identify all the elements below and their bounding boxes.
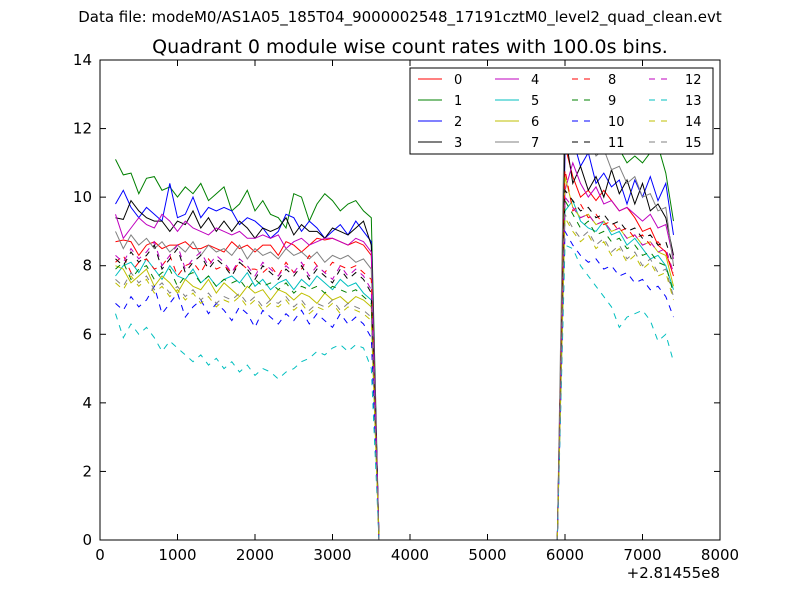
x-tick-label: 1000 bbox=[158, 546, 196, 564]
legend-label-6: 6 bbox=[531, 115, 539, 130]
x-tick-label: 5000 bbox=[468, 546, 506, 564]
y-tick-label: 4 bbox=[82, 394, 92, 412]
y-tick-label: 14 bbox=[73, 51, 92, 69]
y-tick-label: 8 bbox=[82, 257, 92, 275]
series-line-4 bbox=[115, 161, 674, 541]
series-line-3 bbox=[115, 131, 674, 541]
series-line-13 bbox=[115, 244, 674, 541]
legend-label-11: 11 bbox=[608, 136, 625, 151]
axis-ticks: 0 1000 2000 3000 4000 5000 6000 7000 80000246810… bbox=[73, 51, 739, 564]
series-line-0 bbox=[115, 145, 674, 541]
series-line-2 bbox=[115, 137, 674, 541]
legend-label-10: 10 bbox=[608, 115, 625, 130]
series-line-5 bbox=[115, 199, 674, 541]
legend-label-15: 15 bbox=[685, 136, 702, 151]
series-line-10 bbox=[115, 229, 674, 541]
legend-label-8: 8 bbox=[608, 73, 616, 88]
legend-label-12: 12 bbox=[685, 73, 702, 88]
x-tick-label: 3000 bbox=[313, 546, 351, 564]
legend-label-5: 5 bbox=[531, 94, 539, 109]
x-tick-label: 2000 bbox=[236, 546, 274, 564]
series-line-15 bbox=[115, 212, 674, 541]
legend-label-1: 1 bbox=[454, 94, 462, 109]
y-tick-label: 6 bbox=[82, 325, 92, 343]
x-tick-label: 7000 bbox=[623, 546, 661, 564]
x-tick-label: 6000 bbox=[546, 546, 584, 564]
x-tick-label: 8000 bbox=[701, 546, 739, 564]
chart-title: Quadrant 0 module wise count rates with … bbox=[152, 36, 668, 58]
y-tick-label: 12 bbox=[73, 120, 92, 138]
legend-label-14: 14 bbox=[685, 115, 702, 130]
legend-label-9: 9 bbox=[608, 94, 616, 109]
series-line-11 bbox=[115, 188, 674, 541]
legend-box bbox=[409, 67, 714, 155]
series-line-9 bbox=[115, 198, 674, 541]
legend-label-4: 4 bbox=[531, 73, 539, 88]
legend-label-3: 3 bbox=[454, 136, 462, 151]
y-tick-label: 0 bbox=[82, 531, 92, 549]
x-offset-label: +2.81455e8 bbox=[627, 564, 720, 582]
legend-label-2: 2 bbox=[454, 115, 462, 130]
y-tick-label: 2 bbox=[82, 462, 92, 480]
series-line-14 bbox=[115, 215, 674, 541]
series-line-12 bbox=[115, 195, 674, 541]
legend-label-0: 0 bbox=[454, 73, 462, 88]
figure-suptitle: Data file: modeM0/AS1A05_185T04_90000025… bbox=[78, 8, 722, 26]
legend-label-7: 7 bbox=[531, 136, 539, 151]
legend-label-13: 13 bbox=[685, 94, 702, 109]
y-tick-label: 10 bbox=[73, 188, 92, 206]
x-tick-label: 4000 bbox=[391, 546, 429, 564]
x-tick-label: 0 bbox=[95, 546, 105, 564]
